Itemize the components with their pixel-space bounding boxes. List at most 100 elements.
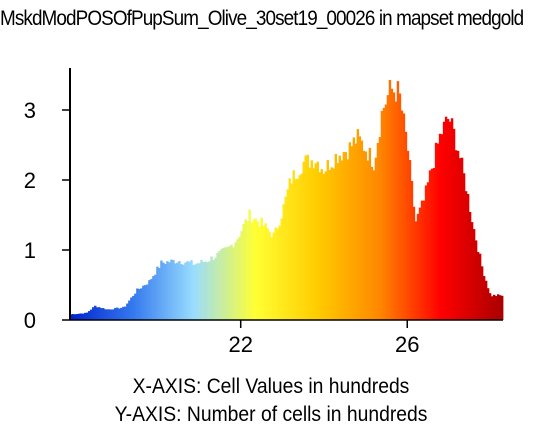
histogram-bar [376, 142, 380, 320]
histogram-bar [256, 221, 259, 320]
histogram-bar [501, 295, 504, 320]
histogram-bar [166, 261, 169, 320]
histogram-bar [76, 314, 79, 320]
histogram-bar [282, 204, 285, 320]
histogram-bar [410, 180, 414, 320]
histogram-bar [468, 211, 472, 320]
histogram-bar [364, 151, 368, 320]
histogram-bar [114, 307, 117, 320]
histogram-bar [122, 306, 125, 320]
histogram-bar [174, 263, 177, 320]
histogram-bar [472, 229, 476, 320]
histogram-bar [482, 276, 486, 320]
histogram-bar [150, 279, 153, 320]
histogram-bar [318, 172, 321, 320]
histogram-bar [458, 158, 462, 320]
x-ticks: 22 26 [228, 320, 419, 357]
histogram-bar [368, 147, 372, 320]
histogram-bar [242, 223, 245, 320]
histogram-bar [356, 129, 360, 320]
histogram-bar [314, 163, 317, 320]
histogram-bars [70, 79, 504, 321]
histogram-bar [78, 313, 81, 320]
histogram-bar [498, 295, 502, 320]
histogram-bar [396, 81, 400, 320]
histogram-bar [470, 222, 474, 320]
histogram-bar [80, 313, 83, 320]
histogram-bar [340, 160, 344, 320]
histogram-bar [208, 261, 211, 320]
histogram-bar [74, 314, 77, 320]
histogram-bar [370, 166, 374, 320]
histogram-bar [316, 161, 319, 320]
histogram-bar [388, 79, 392, 321]
histogram-bar [360, 140, 364, 320]
histogram-bar [246, 221, 249, 320]
histogram-bar [286, 189, 289, 320]
histogram-bar [188, 261, 191, 320]
histogram-bar [486, 288, 490, 320]
histogram-bar [302, 161, 305, 320]
histogram-bar [118, 308, 121, 320]
histogram-bar [72, 314, 75, 320]
histogram-bar [184, 262, 187, 320]
histogram-bar [432, 168, 436, 320]
histogram-bar [386, 95, 390, 321]
histogram-bar [206, 262, 209, 320]
histogram-bar [202, 261, 205, 320]
histogram-bar [110, 309, 113, 320]
histogram-bar [336, 163, 340, 320]
histogram-bar [448, 121, 452, 321]
x-tick-label: 22 [228, 332, 252, 357]
histogram-bar [244, 219, 247, 320]
histogram-bar [252, 219, 255, 320]
histogram-bar [288, 178, 291, 320]
histogram-bar [128, 300, 131, 320]
histogram-bar [344, 152, 348, 320]
histogram-bar [452, 128, 456, 320]
histogram-bar [490, 296, 494, 320]
histogram-bar [294, 179, 297, 320]
histogram-bar [268, 231, 271, 320]
histogram-bar [400, 110, 404, 321]
histogram-bar [82, 313, 85, 320]
histogram-bar [380, 110, 384, 320]
histogram-bar [248, 209, 251, 320]
histogram-bar [322, 173, 325, 320]
histogram-bar [310, 160, 313, 320]
histogram-bar [478, 253, 482, 320]
histogram-bar [434, 142, 438, 320]
histogram-bar [408, 160, 412, 320]
histogram-bar [178, 261, 181, 320]
histogram-bar [456, 150, 460, 320]
histogram-bar [428, 170, 432, 320]
histogram-bar [330, 167, 333, 320]
histogram-bar [424, 185, 428, 320]
histogram-bar [164, 263, 167, 320]
histogram-bar [102, 308, 105, 320]
histogram-bar [210, 256, 213, 320]
histogram-bar [216, 252, 219, 320]
y-tick-label: 2 [24, 168, 36, 193]
histogram-bar [280, 218, 283, 320]
histogram-bar [382, 107, 386, 320]
histogram-bar [238, 236, 241, 320]
histogram-bar [254, 218, 257, 320]
histogram-bar [464, 191, 468, 320]
histogram-bar [334, 154, 338, 320]
histogram-bar [196, 263, 199, 320]
histogram-bar [146, 284, 149, 320]
histogram-bar [264, 223, 267, 320]
histogram-bar [326, 160, 329, 320]
histogram-bar [170, 259, 173, 320]
histogram-bar [320, 169, 323, 320]
histogram-bar [204, 261, 207, 320]
y-axis-label: Y-AXIS: Number of cells in hundreds [114, 403, 428, 426]
histogram-bar [144, 285, 147, 320]
histogram-bar [226, 246, 229, 320]
histogram-bar [100, 308, 103, 320]
histogram-bar [460, 157, 464, 320]
y-tick-label: 0 [24, 308, 36, 333]
histogram-bar [152, 276, 155, 320]
histogram-bar [136, 288, 139, 320]
